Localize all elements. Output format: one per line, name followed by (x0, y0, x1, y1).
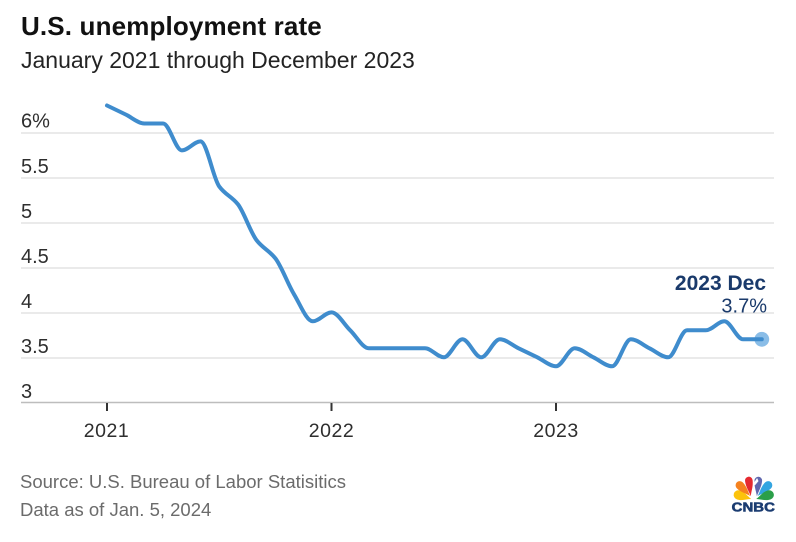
svg-text:2023 Dec: 2023 Dec (675, 272, 766, 295)
svg-text:3.7%: 3.7% (721, 295, 767, 317)
svg-text:4: 4 (21, 291, 32, 313)
svg-text:3: 3 (21, 381, 32, 403)
svg-text:2022: 2022 (309, 420, 354, 442)
svg-text:4.5: 4.5 (21, 246, 49, 268)
svg-text:5: 5 (21, 201, 32, 223)
svg-text:2023: 2023 (533, 420, 578, 442)
svg-text:3.5: 3.5 (21, 336, 49, 358)
svg-text:5.5: 5.5 (21, 156, 49, 178)
svg-text:2021: 2021 (84, 420, 129, 442)
svg-text:CNBC: CNBC (732, 500, 775, 514)
svg-text:6%: 6% (21, 111, 50, 133)
